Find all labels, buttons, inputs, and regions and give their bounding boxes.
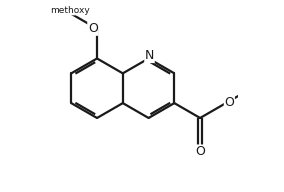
Text: N: N [145, 50, 154, 62]
Text: methoxy: methoxy [51, 6, 90, 15]
Text: O: O [195, 145, 205, 158]
Text: O: O [224, 96, 234, 109]
Text: O: O [88, 22, 98, 35]
